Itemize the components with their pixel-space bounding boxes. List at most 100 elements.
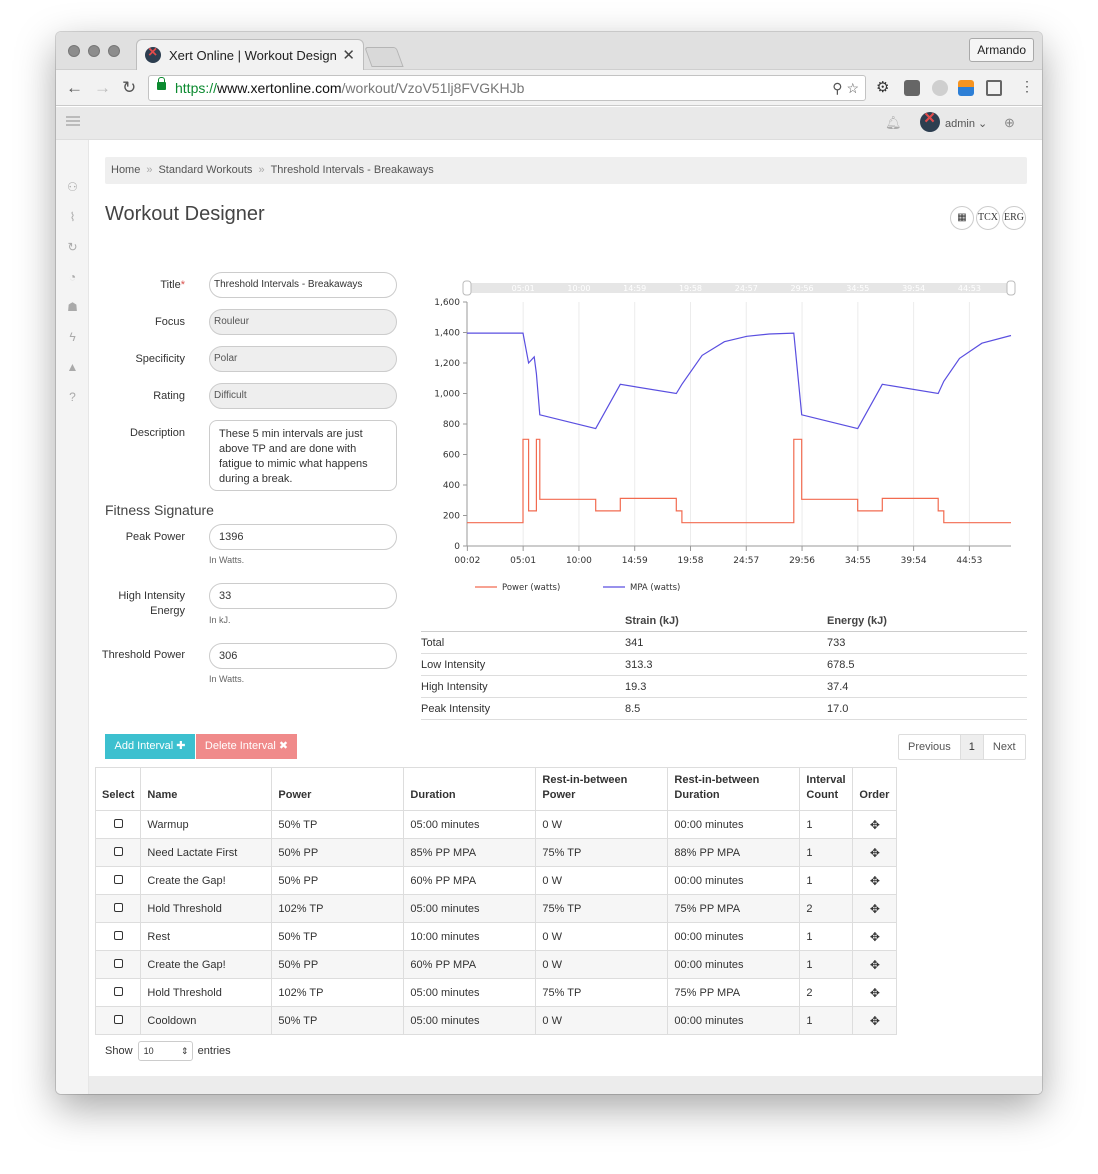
zoom-search-icon[interactable]: ⚲: [832, 80, 843, 96]
cell-power[interactable]: 50% TP: [271, 810, 405, 839]
col-interval-count[interactable]: Interval Count: [799, 767, 854, 811]
hamburger-menu-icon[interactable]: [66, 116, 80, 126]
move-icon[interactable]: ✥: [869, 845, 880, 860]
cell-name[interactable]: Need Lactate First: [140, 838, 273, 867]
close-window-button[interactable]: [68, 45, 80, 57]
col-order[interactable]: Order: [852, 767, 898, 811]
cell-duration[interactable]: 85% PP MPA: [403, 838, 537, 867]
cell-rest-duration[interactable]: 00:00 minutes: [667, 922, 801, 951]
cell-count[interactable]: 1: [799, 810, 854, 839]
previous-page-button[interactable]: Previous: [899, 735, 961, 759]
address-bar[interactable]: https://www.xertonline.com/workout/VzoV5…: [148, 75, 866, 101]
group-icon[interactable]: ☗: [67, 300, 78, 314]
chart-icon[interactable]: ⌇: [69, 210, 76, 224]
cloud-extension-icon[interactable]: [932, 80, 948, 96]
add-interval-button[interactable]: Add Interval ✚: [105, 734, 195, 759]
cell-rest-power[interactable]: 75% TP: [535, 978, 669, 1007]
col-select[interactable]: Select: [94, 767, 142, 811]
tcx-export-button[interactable]: TCX: [976, 206, 1000, 230]
table-row[interactable]: Rest 50% TP 10:00 minutes 0 W 00:00 minutes 1…: [94, 922, 898, 951]
forward-arrow-icon[interactable]: →: [94, 78, 111, 97]
cell-duration[interactable]: 10:00 minutes: [403, 922, 537, 951]
cell-duration[interactable]: 60% PP MPA: [403, 950, 537, 979]
cell-duration[interactable]: 05:00 minutes: [403, 978, 537, 1007]
cell-duration[interactable]: 05:00 minutes: [403, 1006, 537, 1035]
row-select-checkbox[interactable]: [113, 818, 123, 828]
table-row[interactable]: Hold Threshold 102% TP 05:00 minutes 75% TP…: [94, 894, 898, 923]
bookmark-star-icon[interactable]: ☆: [846, 80, 859, 96]
user-icon[interactable]: ⚇: [67, 180, 78, 194]
table-row[interactable]: Create the Gap! 50% PP 60% PP MPA 0 W 00:00 …: [94, 866, 898, 895]
back-arrow-icon[interactable]: ←: [66, 78, 83, 97]
cell-rest-duration[interactable]: 00:00 minutes: [667, 1006, 801, 1035]
cell-name[interactable]: Hold Threshold: [140, 894, 273, 923]
cast-icon[interactable]: [986, 80, 1002, 96]
cell-name[interactable]: Warmup: [140, 810, 273, 839]
cell-power[interactable]: 50% PP: [271, 866, 405, 895]
notification-bell-icon[interactable]: 🔔︎: [885, 115, 902, 130]
cell-power[interactable]: 50% PP: [271, 838, 405, 867]
col-rest-duration[interactable]: Rest-in-between Duration: [667, 767, 801, 811]
user-menu[interactable]: admin ⌄: [945, 118, 988, 130]
row-select-checkbox[interactable]: [113, 902, 123, 912]
cell-name[interactable]: Cooldown: [140, 1006, 273, 1035]
cell-count[interactable]: 2: [799, 978, 854, 1007]
settings-gear-icon[interactable]: ⚙: [876, 79, 890, 96]
table-export-button[interactable]: ▦: [950, 206, 974, 230]
move-icon[interactable]: ✥: [869, 929, 880, 944]
bolt-icon[interactable]: ϟ: [69, 330, 76, 344]
cell-count[interactable]: 1: [799, 866, 854, 895]
cell-duration[interactable]: 60% PP MPA: [403, 866, 537, 895]
move-icon[interactable]: ✥: [869, 1013, 880, 1028]
avatar[interactable]: [920, 112, 940, 132]
cell-power[interactable]: 50% TP: [271, 922, 405, 951]
delete-interval-button[interactable]: Delete Interval ✖: [196, 734, 297, 759]
gauge-icon[interactable]: ◔: [68, 270, 77, 284]
cell-rest-power[interactable]: 0 W: [535, 950, 669, 979]
cell-duration[interactable]: 05:00 minutes: [403, 810, 537, 839]
extension-icon[interactable]: [904, 80, 920, 96]
cell-count[interactable]: 2: [799, 894, 854, 923]
peak-power-field[interactable]: 1396: [209, 524, 397, 550]
row-select-checkbox[interactable]: [113, 1014, 123, 1024]
row-select-checkbox[interactable]: [113, 930, 123, 940]
cell-count[interactable]: 1: [799, 1006, 854, 1035]
cell-name[interactable]: Create the Gap!: [140, 866, 273, 895]
cell-name[interactable]: Rest: [140, 922, 273, 951]
move-icon[interactable]: ✥: [869, 817, 880, 832]
col-power[interactable]: Power: [271, 767, 405, 811]
cell-rest-duration[interactable]: 00:00 minutes: [667, 950, 801, 979]
cell-count[interactable]: 1: [799, 838, 854, 867]
reload-icon[interactable]: ↻: [122, 78, 137, 97]
col-name[interactable]: Name: [140, 767, 273, 811]
cell-rest-duration[interactable]: 75% PP MPA: [667, 894, 801, 923]
col-rest-power[interactable]: Rest-in-between Power: [535, 767, 669, 811]
move-icon[interactable]: ✥: [869, 985, 880, 1000]
cell-name[interactable]: Hold Threshold: [140, 978, 273, 1007]
table-row[interactable]: Need Lactate First 50% PP 85% PP MPA 75% TP…: [94, 838, 898, 867]
table-row[interactable]: Warmup 50% TP 05:00 minutes 0 W 00:00 minute…: [94, 810, 898, 839]
row-select-checkbox[interactable]: [113, 986, 123, 996]
profile-button[interactable]: Armando: [969, 38, 1034, 62]
table-row[interactable]: Create the Gap! 50% PP 60% PP MPA 0 W 00:00 …: [94, 950, 898, 979]
row-select-checkbox[interactable]: [113, 874, 123, 884]
cell-power[interactable]: 50% PP: [271, 950, 405, 979]
page-1-button[interactable]: 1: [960, 735, 984, 759]
menu-dots-icon[interactable]: ⋮: [1020, 78, 1034, 94]
row-select-checkbox[interactable]: [113, 958, 123, 968]
breadcrumb-standard-workouts[interactable]: Standard Workouts: [158, 164, 253, 176]
tab-close-icon[interactable]: ✕: [342, 47, 355, 64]
cell-rest-duration[interactable]: 00:00 minutes: [667, 866, 801, 895]
cell-count[interactable]: 1: [799, 950, 854, 979]
col-duration[interactable]: Duration: [403, 767, 537, 811]
page-length-select[interactable]: 10: [137, 1041, 193, 1061]
next-page-button[interactable]: Next: [992, 741, 1016, 753]
cell-power[interactable]: 102% TP: [271, 894, 405, 923]
refresh-icon[interactable]: ↻: [67, 240, 78, 254]
move-icon[interactable]: ✥: [869, 957, 880, 972]
table-row[interactable]: Cooldown 50% TP 05:00 minutes 0 W 00:00 minu…: [94, 1006, 898, 1035]
off-extension-icon[interactable]: [958, 80, 974, 96]
description-field[interactable]: These 5 min intervals are just above TP …: [209, 420, 397, 491]
graduation-icon[interactable]: ▲: [66, 360, 79, 374]
cell-rest-power[interactable]: 75% TP: [535, 894, 669, 923]
